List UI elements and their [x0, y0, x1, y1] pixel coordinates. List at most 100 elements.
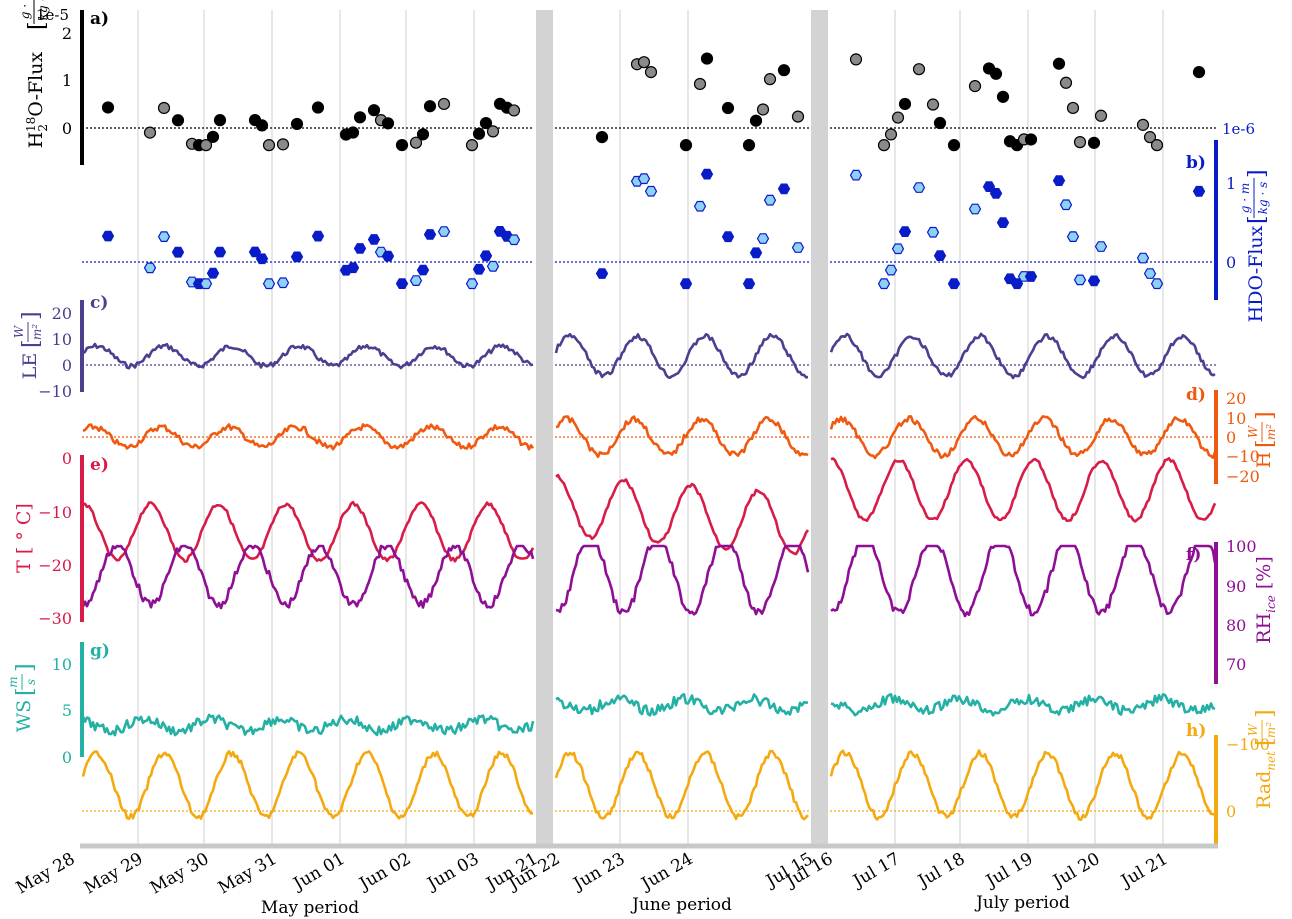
scatter-point-hdo — [849, 169, 863, 181]
scatter-point-h2-18o — [721, 101, 735, 115]
y-tick-label: −20 — [1226, 467, 1260, 486]
svg-text:kg · s: kg · s — [1256, 182, 1270, 215]
scatter-point-h2-18o — [1052, 57, 1066, 70]
x-tick-label: Jun 24 — [636, 849, 696, 895]
scatter-point-hdo — [486, 260, 500, 272]
scatter-point-hdo — [763, 194, 777, 206]
scatter-point-h2-18o — [1094, 109, 1108, 122]
series-line-rad — [81, 750, 534, 821]
svg-text:[: [ — [1253, 439, 1278, 448]
svg-text:[: [ — [25, 21, 50, 30]
scatter-point-h2-18o — [472, 127, 486, 140]
panel-letter-h: h) — [1186, 721, 1206, 741]
scatter-point-hdo — [933, 250, 947, 261]
ylabel-f: RHice [%] — [1253, 556, 1278, 643]
svg-text:s: s — [24, 679, 38, 685]
scatter-point-h2-18o — [996, 90, 1010, 103]
scatter-point-hdo — [367, 234, 381, 245]
scatter-point-hdo — [595, 268, 609, 279]
scatter-point-h2-18o — [968, 80, 982, 93]
x-tick-label: Jun 01 — [288, 849, 348, 895]
scatter-point-h2-18o — [143, 126, 157, 139]
scatter-point-h2-18o — [679, 139, 693, 152]
svg-text:[: [ — [1245, 215, 1270, 224]
y-tick-label: 70 — [1226, 655, 1246, 674]
y-tick-label: 0 — [62, 449, 72, 468]
scatter-point-hdo — [409, 275, 423, 286]
series-line-le — [82, 342, 534, 370]
svg-text:m: m — [6, 676, 20, 687]
scatter-point-h2-18o — [700, 52, 714, 65]
series-line-ws — [81, 713, 535, 737]
panel-letter-c: c) — [90, 293, 108, 313]
svg-text:HDO-Flux: HDO-Flux — [1245, 225, 1267, 322]
svg-text:m²: m² — [1264, 722, 1278, 738]
y-tick-label: 1 — [62, 71, 72, 90]
scatter-point-h2-18o — [877, 139, 891, 152]
scatter-point-h2-18o — [926, 98, 940, 111]
scatter-point-hdo — [1150, 278, 1164, 290]
scatter-point-hdo — [877, 278, 891, 290]
scatter-point-h2-18o — [367, 104, 381, 117]
svg-text:g · m: g · m — [1238, 183, 1252, 214]
scatter-point-hdo — [311, 230, 325, 242]
scatter-point-hdo — [171, 246, 185, 258]
scatter-point-h2-18o — [1066, 101, 1080, 115]
x-tick-label: Jul 17 — [848, 849, 903, 892]
ylabel-c: LE W m² [] — [12, 311, 44, 379]
scatter-point-h2-18o — [1087, 136, 1101, 149]
y-tick-label: 1 — [1226, 174, 1236, 193]
scatter-point-h2-18o — [791, 110, 805, 123]
scatter-point-h2-18o — [912, 63, 926, 76]
scale-label-a: 1e-5 — [36, 6, 69, 24]
series-line-ws — [830, 693, 1216, 717]
scatter-point-hdo — [353, 243, 367, 254]
ylabel-d: H W m² [] — [1246, 411, 1278, 468]
y-tick-label: 0 — [62, 748, 72, 767]
series-line-rad — [829, 749, 1216, 822]
svg-text:LE: LE — [19, 353, 41, 380]
ylabel-h: Radnet W m² [] — [1246, 709, 1278, 809]
svg-text:g · m: g · m — [18, 0, 32, 19]
period-label-may: May period — [261, 898, 359, 918]
scatter-point-hdo — [479, 250, 493, 262]
panel-letter-a: a) — [90, 9, 109, 29]
scatter-point-h2-18o — [891, 111, 905, 124]
series-line-h — [82, 423, 535, 451]
svg-text:]: ] — [13, 663, 38, 672]
scatter-point-h2-18o — [437, 97, 451, 111]
scatter-point-h2-18o — [644, 66, 658, 79]
svg-text:]: ] — [19, 311, 44, 320]
scatter-point-h2-18o — [898, 97, 912, 111]
svg-text:W: W — [12, 324, 26, 338]
scatter-point-hdo — [1059, 199, 1073, 211]
scatter-point-hdo — [777, 183, 791, 195]
scatter-point-hdo — [416, 264, 430, 276]
scatter-point-hdo — [891, 243, 905, 255]
series-line-rh — [830, 544, 1217, 618]
scatter-point-h2-18o — [416, 128, 430, 141]
svg-text:m²: m² — [1264, 424, 1278, 440]
svg-text:]: ] — [1253, 411, 1278, 420]
y-tick-label: −10 — [1226, 447, 1260, 466]
scatter-point-hdo — [968, 203, 982, 215]
scatter-point-h2-18o — [311, 101, 325, 114]
x-tick-label: Jul 21 — [1116, 849, 1171, 892]
ylabel-g: WS m s [] — [6, 663, 38, 732]
series-line-rad — [554, 749, 809, 821]
scatter-point-h2-18o — [486, 125, 500, 138]
svg-text:kg · s: kg · s — [36, 0, 50, 20]
scatter-point-h2-18o — [1192, 66, 1206, 79]
ylabel-b: HDO-Flux g · m kg · s [] — [1238, 169, 1270, 322]
series-line-rh — [81, 544, 535, 610]
scatter-point-h2-18o — [213, 114, 227, 127]
scatter-point-h2-18o — [763, 73, 777, 86]
scatter-point-h2-18o — [423, 100, 437, 113]
scatter-point-h2-18o — [693, 77, 707, 91]
scatter-point-hdo — [756, 233, 770, 244]
scatter-point-h2-18o — [1136, 118, 1150, 131]
period-label-july: July period — [974, 893, 1070, 913]
scatter-point-h2-18o — [171, 114, 185, 127]
period-separator — [811, 10, 828, 846]
